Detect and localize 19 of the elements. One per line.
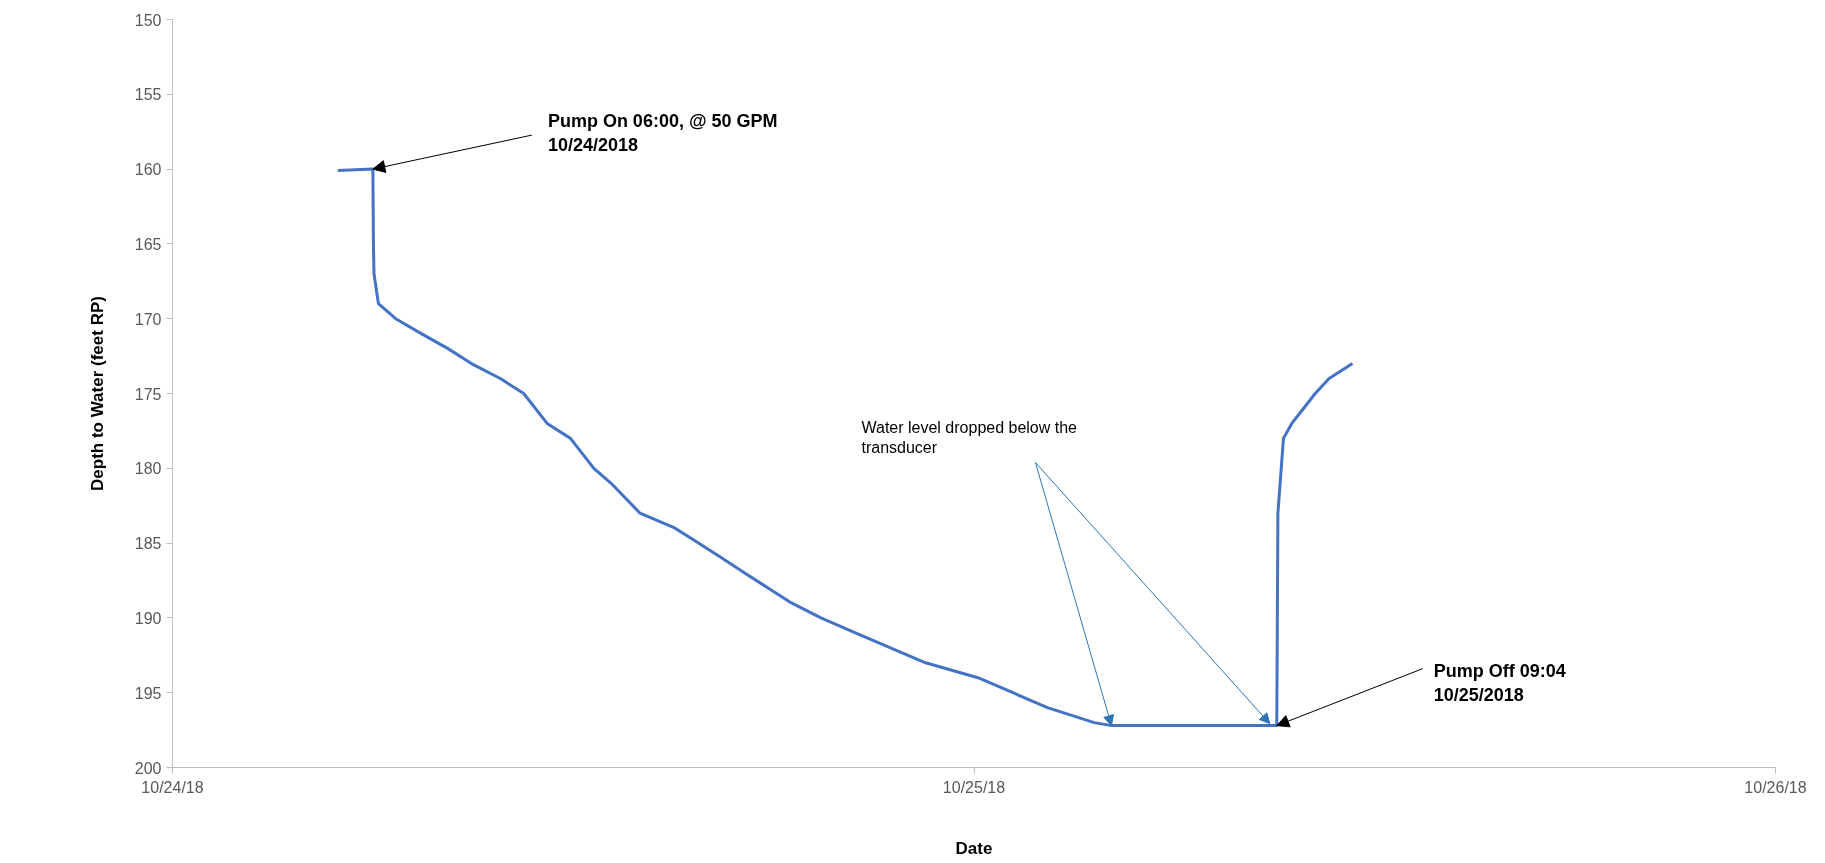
x-tick-label: 10/25/18: [942, 778, 1006, 796]
y-tick-label: 185: [134, 535, 162, 553]
y-tick-label: 175: [134, 385, 162, 403]
y-tick-label: 155: [134, 86, 162, 104]
x-tick-label: 10/24/18: [141, 778, 204, 796]
y-tick-label: 200: [134, 759, 162, 777]
y-tick-label: 150: [134, 11, 162, 29]
y-tick-label: 160: [134, 161, 162, 179]
y-tick-label: 170: [134, 310, 162, 328]
annotation: Pump On 06:00, @ 50 GPM 10/24/2018: [547, 111, 778, 156]
y-axis-title: Depth to Water (feet RP): [87, 296, 107, 491]
y-tick-label: 180: [134, 460, 162, 478]
x-tick-label: 10/26/18: [1744, 778, 1807, 796]
y-tick-label: 165: [134, 235, 162, 253]
x-axis-title: Date: [955, 838, 993, 858]
annotation: Water level dropped below the transducer: [861, 418, 1078, 457]
y-tick-label: 190: [134, 609, 162, 627]
annotation: Pump Off 09:04 10/25/2018: [1433, 660, 1566, 705]
y-tick-label: 195: [134, 684, 162, 702]
